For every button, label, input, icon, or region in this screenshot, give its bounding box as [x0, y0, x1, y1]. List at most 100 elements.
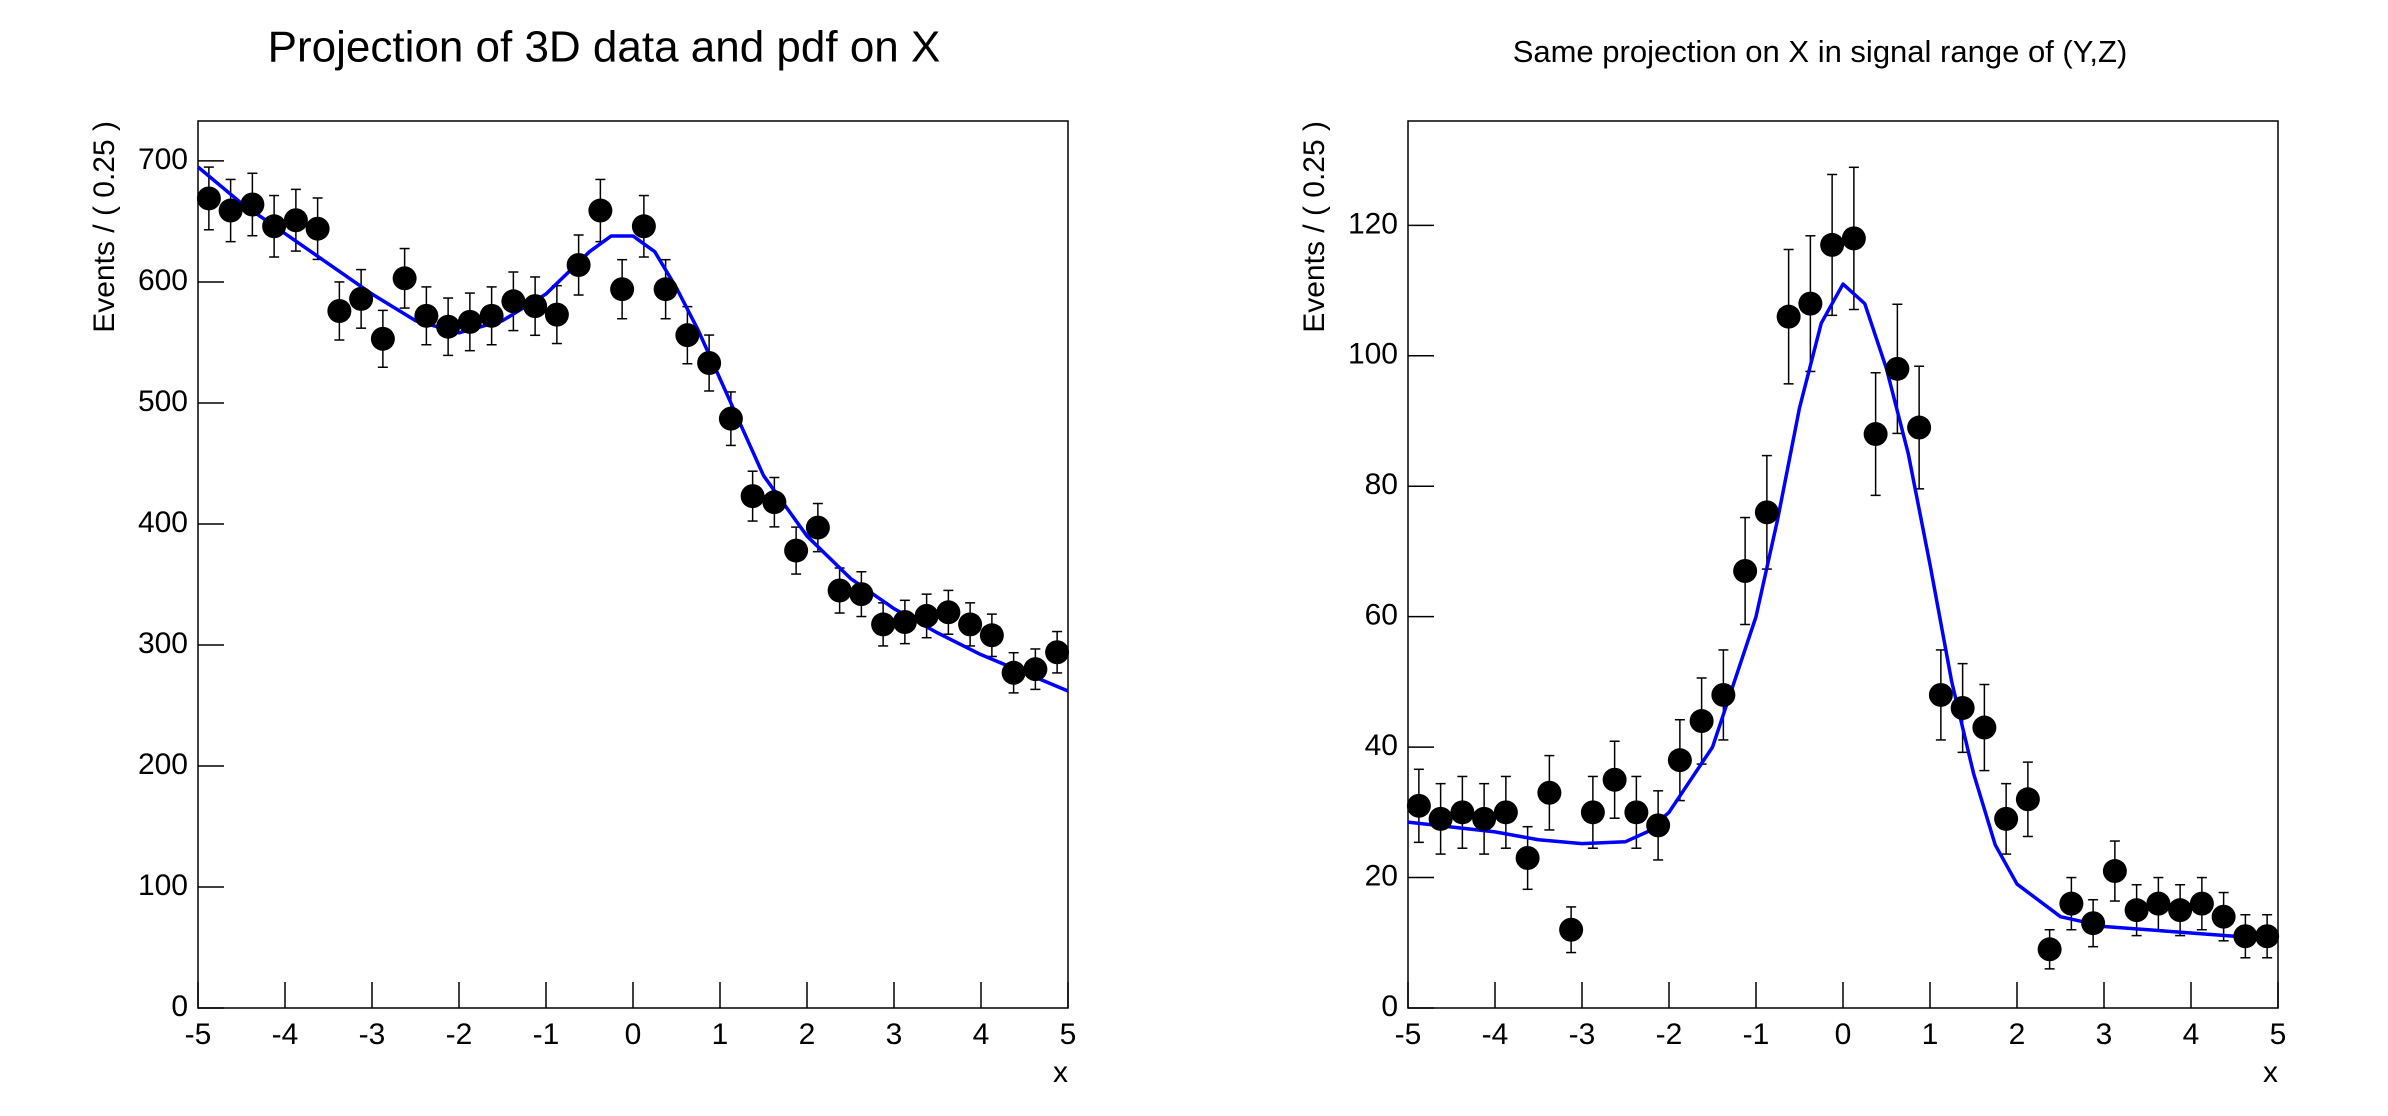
y-tick-label: 300 — [138, 627, 188, 660]
y-tick-label: 60 — [1365, 599, 1398, 632]
data-point — [610, 277, 635, 302]
pdf-curve — [1407, 282, 2279, 942]
x-tick-label: 4 — [2183, 1018, 2200, 1051]
x-tick-label: -3 — [359, 1018, 386, 1051]
data-point — [479, 303, 504, 328]
y-tick-label: 600 — [138, 264, 188, 297]
data-point — [1493, 800, 1518, 825]
y-axis-label: Events / ( 0.25 ) — [88, 121, 121, 333]
data-point — [2146, 891, 2171, 916]
data-point — [1667, 748, 1692, 773]
data-point — [1776, 304, 1801, 329]
y-tick-label: 80 — [1365, 468, 1398, 501]
data-point — [958, 612, 983, 637]
data-point — [1406, 793, 1431, 818]
data-point — [1733, 559, 1758, 584]
x-tick-label: 2 — [799, 1018, 816, 1051]
data-point — [1537, 780, 1562, 805]
x-tick-label: -1 — [533, 1018, 560, 1051]
x-tick-label: -5 — [185, 1018, 212, 1051]
x-tick-label: 1 — [712, 1018, 729, 1051]
data-point — [327, 298, 352, 323]
y-tick-label: 700 — [138, 143, 188, 176]
data-point — [1972, 715, 1997, 740]
data-point — [1450, 800, 1475, 825]
data-point — [2081, 911, 2106, 936]
y-tick-label: 0 — [171, 990, 188, 1023]
y-tick-label: 200 — [138, 748, 188, 781]
x-tick-label: 4 — [973, 1018, 990, 1051]
data-point — [1559, 917, 1584, 942]
x-axis-label: x — [2263, 1056, 2278, 1089]
data-point — [262, 214, 287, 239]
y-tick-label: 100 — [138, 869, 188, 902]
data-point — [1928, 682, 1953, 707]
x-tick-label: 0 — [1835, 1018, 1852, 1051]
data-point — [979, 623, 1004, 648]
data-point — [936, 600, 961, 625]
data-point — [2233, 924, 2258, 949]
data-point — [697, 351, 722, 376]
data-point — [523, 294, 548, 319]
plot-frame — [1407, 120, 2279, 1009]
data-point — [1907, 415, 1932, 440]
data-point — [675, 323, 700, 348]
data-point — [1885, 356, 1910, 381]
y-tick-label: 100 — [1348, 338, 1398, 371]
data-point — [718, 406, 743, 431]
chart: Same projection on X in signal range of … — [1298, 34, 2286, 1089]
plot-frame — [197, 120, 1069, 1009]
data-point — [784, 538, 809, 563]
data-point — [1580, 800, 1605, 825]
x-tick-label: -2 — [1656, 1018, 1683, 1051]
data-point — [1646, 813, 1671, 838]
data-point — [914, 603, 939, 628]
x-tick-label: 0 — [625, 1018, 642, 1051]
y-tick-label: 120 — [1348, 207, 1398, 240]
data-point — [2059, 891, 2084, 916]
data-point — [1624, 800, 1649, 825]
data-point — [544, 302, 569, 327]
data-point — [1515, 845, 1540, 870]
data-point — [740, 484, 765, 509]
y-tick-label: 500 — [138, 385, 188, 418]
x-axis-label: x — [1053, 1056, 1068, 1089]
data-point — [1023, 657, 1048, 682]
data-point — [1798, 291, 1823, 316]
data-point — [501, 289, 526, 314]
data-point — [1472, 806, 1497, 831]
data-point — [218, 198, 243, 223]
y-axis-label: Events / ( 0.25 ) — [1298, 121, 1331, 333]
data-point — [1950, 695, 1975, 720]
chart: Projection of 3D data and pdf on X -5 -4 -3… — [88, 23, 1076, 1089]
x-tick-label: 5 — [2270, 1018, 2287, 1051]
data-point — [2168, 898, 2193, 923]
data-point — [849, 582, 874, 607]
data-point — [436, 314, 461, 339]
data-point — [1045, 640, 1070, 665]
data-point — [283, 208, 308, 233]
x-tick-label: 3 — [2096, 1018, 2113, 1051]
x-tick-label: -4 — [272, 1018, 299, 1051]
x-tick-label: -4 — [1482, 1018, 1509, 1051]
data-point — [1428, 806, 1453, 831]
data-point — [1863, 422, 1888, 447]
data-point — [457, 309, 482, 334]
data-point — [762, 490, 787, 515]
x-tick-label: -1 — [1743, 1018, 1770, 1051]
data-point — [1711, 682, 1736, 707]
y-tick-label: 400 — [138, 506, 188, 539]
data-point — [1841, 226, 1866, 251]
data-point — [305, 216, 330, 241]
y-tick-label: 0 — [1381, 990, 1398, 1023]
data-point — [2037, 937, 2062, 962]
data-point — [392, 266, 417, 291]
x-tick-label: 1 — [1922, 1018, 1939, 1051]
data-point — [805, 515, 830, 540]
y-tick-label: 20 — [1365, 859, 1398, 892]
chart-title: Projection of 3D data and pdf on X — [268, 23, 941, 72]
data-point — [414, 303, 439, 328]
data-point — [827, 578, 852, 603]
data-point — [892, 609, 917, 634]
